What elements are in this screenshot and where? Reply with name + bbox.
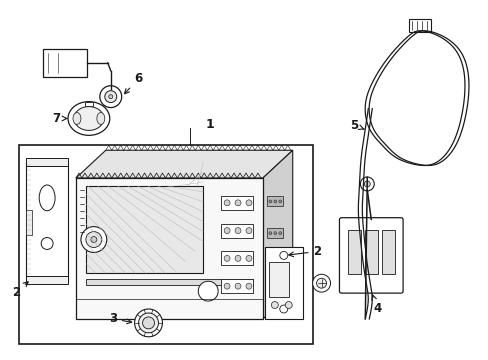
Text: 2: 2 — [12, 282, 28, 299]
Circle shape — [285, 302, 292, 309]
Circle shape — [235, 255, 241, 261]
Circle shape — [279, 251, 287, 260]
Text: 3: 3 — [108, 312, 131, 325]
Circle shape — [360, 177, 373, 191]
Bar — [221, 196, 252, 210]
Circle shape — [81, 227, 106, 252]
Circle shape — [279, 305, 287, 313]
Bar — [26, 276, 68, 284]
Bar — [26, 162, 68, 281]
Bar — [86, 186, 203, 273]
Bar — [26, 158, 68, 166]
Bar — [85, 102, 93, 105]
Circle shape — [235, 200, 241, 206]
Circle shape — [224, 228, 230, 234]
Circle shape — [245, 228, 251, 234]
Circle shape — [273, 295, 276, 298]
Bar — [267, 228, 283, 238]
Circle shape — [198, 281, 218, 301]
Circle shape — [108, 95, 113, 99]
Ellipse shape — [73, 113, 81, 125]
Bar — [86, 279, 252, 285]
Bar — [267, 292, 283, 302]
Circle shape — [104, 91, 117, 103]
Circle shape — [312, 274, 330, 292]
Circle shape — [91, 237, 97, 243]
Circle shape — [273, 232, 276, 235]
Circle shape — [224, 283, 230, 289]
Circle shape — [245, 255, 251, 261]
Bar — [26, 210, 32, 235]
Circle shape — [316, 278, 326, 288]
Circle shape — [278, 232, 281, 235]
Ellipse shape — [74, 107, 103, 130]
Bar — [408, 19, 430, 32]
Text: 7: 7 — [52, 112, 67, 125]
Circle shape — [268, 232, 271, 235]
Bar — [267, 260, 283, 270]
Bar — [221, 251, 252, 265]
Circle shape — [278, 200, 281, 203]
Bar — [268, 262, 288, 297]
Circle shape — [245, 283, 251, 289]
FancyBboxPatch shape — [339, 218, 402, 293]
Circle shape — [273, 264, 276, 266]
Text: 6: 6 — [124, 72, 142, 94]
Circle shape — [138, 313, 158, 333]
Text: 1: 1 — [205, 118, 214, 131]
Bar — [365, 230, 377, 274]
Circle shape — [142, 317, 154, 329]
Text: 5: 5 — [349, 119, 363, 132]
Bar — [267, 197, 283, 206]
Bar — [43, 49, 87, 77]
Circle shape — [235, 228, 241, 234]
Ellipse shape — [68, 102, 109, 135]
Circle shape — [134, 309, 162, 337]
Bar — [221, 224, 252, 238]
Circle shape — [41, 238, 53, 249]
Bar — [382, 230, 394, 274]
Bar — [347, 230, 361, 274]
Circle shape — [224, 200, 230, 206]
Circle shape — [235, 283, 241, 289]
Bar — [76, 178, 263, 319]
Circle shape — [273, 200, 276, 203]
Text: 2: 2 — [288, 245, 321, 258]
Circle shape — [278, 264, 281, 266]
Circle shape — [224, 255, 230, 261]
Circle shape — [245, 200, 251, 206]
Bar — [19, 145, 312, 344]
Text: 4: 4 — [371, 295, 381, 315]
Circle shape — [271, 302, 278, 309]
Ellipse shape — [39, 185, 55, 211]
Polygon shape — [263, 150, 292, 319]
Bar — [264, 247, 302, 319]
Circle shape — [268, 295, 271, 298]
Ellipse shape — [97, 113, 104, 125]
Circle shape — [268, 264, 271, 266]
Polygon shape — [76, 150, 292, 178]
Circle shape — [364, 181, 369, 187]
Circle shape — [268, 200, 271, 203]
Circle shape — [100, 86, 122, 108]
Bar — [221, 279, 252, 293]
Circle shape — [278, 295, 281, 298]
Circle shape — [86, 231, 102, 247]
